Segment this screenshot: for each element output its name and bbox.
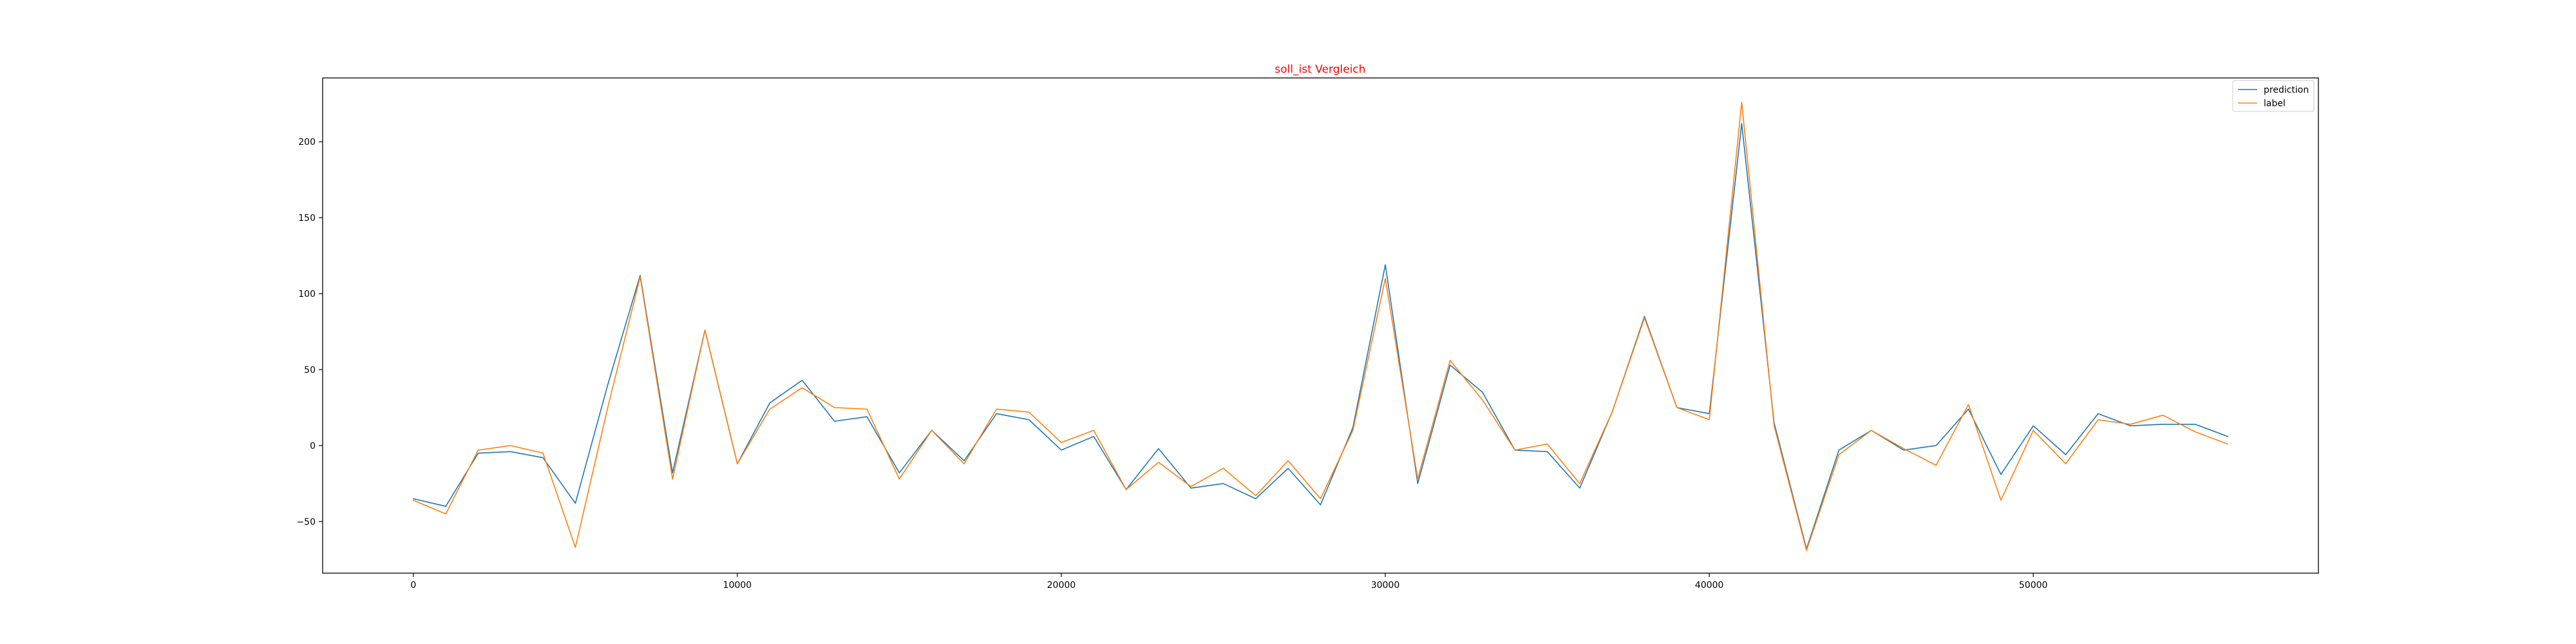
- x-tick-label: 10000: [723, 580, 752, 591]
- y-tick-label: 100: [298, 289, 316, 299]
- y-tick-label: −50: [296, 517, 316, 527]
- axes: 0 10000 20000 30000 40000 50000 −50 0 50 100 150 20…: [296, 77, 2319, 591]
- legend-box: [2232, 80, 2315, 112]
- series-line-label: [412, 101, 2229, 551]
- legend: prediction label: [2232, 80, 2315, 112]
- x-tick-label: 20000: [1047, 580, 1076, 591]
- legend-label-prediction: prediction: [2264, 85, 2309, 95]
- y-tick-label: 0: [310, 441, 316, 451]
- x-tick-label: 50000: [2019, 580, 2048, 591]
- chart-title: soll_ist Vergleich: [1274, 63, 1365, 76]
- y-tick-label: 50: [304, 365, 316, 375]
- y-tick-label: 150: [298, 213, 316, 223]
- x-tick-label: 0: [410, 580, 416, 591]
- x-tick-label: 40000: [1695, 580, 1724, 591]
- x-tick-label: 30000: [1371, 580, 1400, 591]
- y-tick-label: 200: [298, 137, 316, 147]
- plot-frame: [322, 77, 2319, 574]
- plot-lines: [412, 101, 2229, 551]
- series-line-prediction: [412, 122, 2229, 550]
- legend-label-label: label: [2264, 99, 2286, 109]
